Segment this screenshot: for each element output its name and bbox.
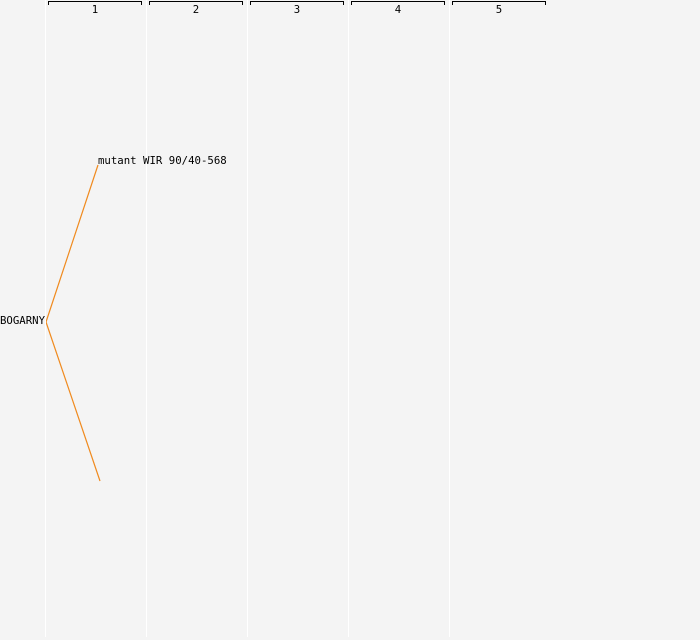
generation-number: 4 [394,2,402,16]
generation-number: 2 [192,2,200,16]
column-separator [146,0,147,637]
branch-line [45,321,101,482]
column-separator [449,0,450,637]
generation-bracket-5: 5 [452,1,546,15]
parent-variety-label: mutant WIR 90/40-568 [98,154,227,167]
generation-bracket-2: 2 [149,1,243,15]
column-separator [45,0,46,637]
column-separator [348,0,349,637]
column-separator [247,0,248,637]
generation-number: 1 [91,2,99,16]
generation-bracket-3: 3 [250,1,344,15]
root-variety-label: BOGARNY [0,314,46,327]
generation-bracket-1: 1 [48,1,142,15]
generation-number: 3 [293,2,301,16]
generation-number: 5 [495,2,503,16]
generation-bracket-4: 4 [351,1,445,15]
branch-line [45,164,99,323]
